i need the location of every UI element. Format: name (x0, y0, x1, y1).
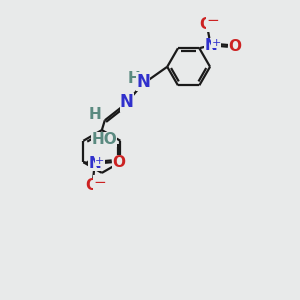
Text: H: H (89, 107, 102, 122)
Text: −: − (93, 175, 106, 190)
Text: N: N (88, 156, 101, 171)
Text: HO: HO (91, 132, 117, 147)
Text: +: + (95, 156, 105, 166)
Text: O: O (85, 178, 98, 193)
Text: O: O (228, 39, 241, 54)
Text: O: O (200, 17, 213, 32)
Text: −: − (207, 14, 219, 28)
Text: N: N (136, 73, 150, 91)
Text: N: N (120, 93, 134, 111)
Text: +: + (211, 38, 221, 48)
Text: N: N (204, 38, 217, 53)
Text: H: H (127, 70, 140, 86)
Text: O: O (112, 155, 125, 170)
